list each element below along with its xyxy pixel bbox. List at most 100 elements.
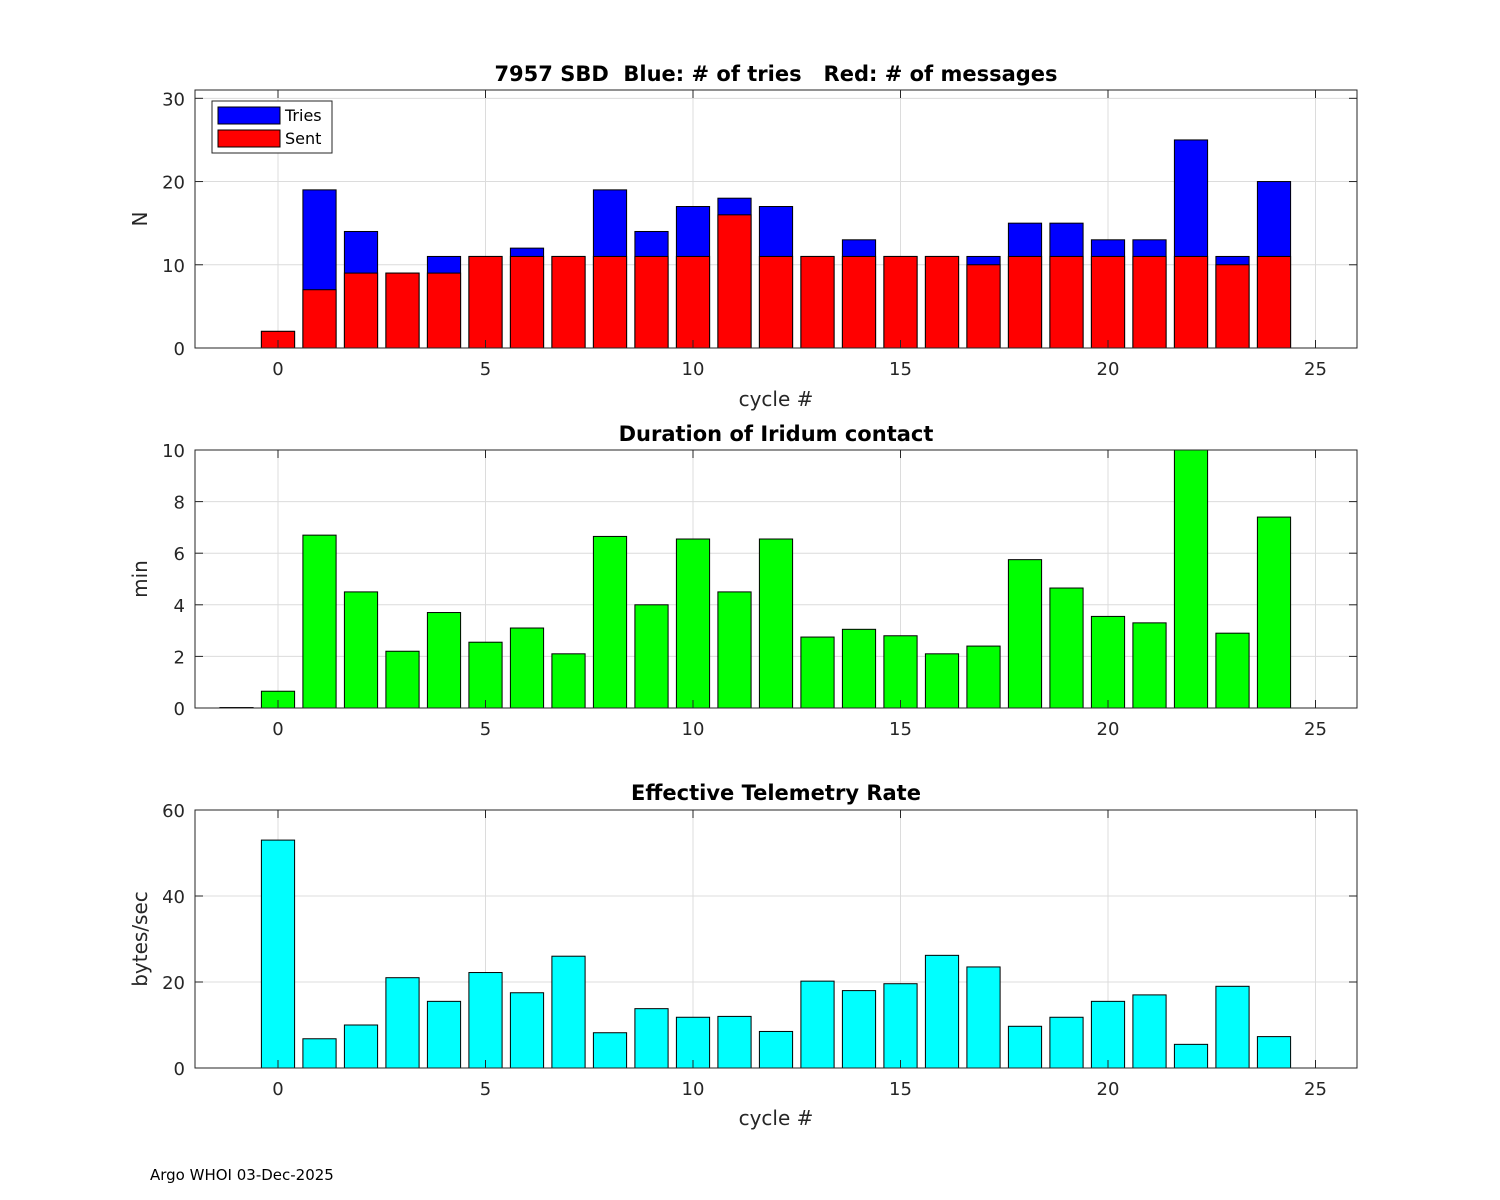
bar-sent-cycle-18: [1007, 255, 1043, 348]
y-tick-label: 2: [174, 647, 185, 668]
x-tick-label: 15: [889, 719, 912, 740]
bar-rate-cycle-11: [717, 1015, 752, 1068]
bar-rate-cycle-9: [634, 1008, 669, 1068]
x-axis-label: cycle #: [739, 1106, 814, 1130]
bar-duration-cycle-14: [841, 628, 877, 708]
bar-sent-cycle-5: [468, 255, 503, 348]
x-tick-label: 15: [889, 359, 912, 380]
legend: Tries Sent: [211, 100, 333, 154]
bar-duration-cycle-5: [468, 641, 503, 708]
bar-sent-cycle-19: [1049, 255, 1084, 348]
y-axis-label: N: [128, 212, 152, 227]
bar-duration-cycle-18: [1007, 559, 1043, 708]
x-tick-label: 20: [1097, 1079, 1120, 1100]
bar-duration-cycle-22: [1173, 450, 1209, 708]
bar-duration-cycle-20: [1090, 615, 1126, 708]
bar-duration-cycle-8: [592, 535, 628, 708]
bar-rate-cycle-12: [758, 1030, 794, 1068]
x-tick-label: 5: [480, 719, 491, 740]
bars: [260, 139, 1292, 348]
y-tick-label: 40: [162, 887, 185, 908]
bar-sent-cycle-9: [634, 255, 669, 348]
bar-sent-cycle-16: [924, 255, 960, 348]
x-tick-label: 0: [272, 1079, 283, 1100]
bar-duration-cycle-13: [800, 636, 835, 708]
axes-box: [194, 89, 1358, 349]
bar-rate-cycle-10: [675, 1016, 711, 1068]
bar-duration-cycle-3: [385, 650, 420, 708]
bar-duration-cycle-9: [634, 604, 669, 708]
bar-rate-cycle-1: [302, 1038, 337, 1068]
bar-duration-cycle-1: [302, 534, 337, 708]
bar-rate-cycle-8: [592, 1032, 628, 1068]
y-tick-label: 0: [174, 699, 185, 720]
legend-label-tries: Tries: [284, 106, 322, 125]
bar-sent-cycle-13: [800, 255, 835, 348]
legend-swatch-tries: [217, 106, 281, 125]
bar-rate-cycle-5: [468, 972, 503, 1068]
y-tick-label: 10: [162, 441, 185, 462]
legend-swatch-sent: [217, 129, 281, 148]
x-tick-label: 25: [1304, 719, 1327, 740]
chart-title: Duration of Iridum contact: [619, 422, 934, 446]
bar-sent-cycle-6: [509, 255, 545, 348]
bar-duration-cycle-11: [717, 591, 752, 708]
x-tick-label: 25: [1304, 359, 1327, 380]
bar-rate-cycle-16: [924, 954, 960, 1068]
bar-duration-cycle-7: [551, 653, 586, 708]
bar-rate-cycle-0: [260, 839, 296, 1068]
bar-rate-cycle-2: [343, 1024, 379, 1068]
bar-duration-cycle-12: [758, 538, 794, 708]
bars: [260, 839, 1292, 1068]
y-axis-label: min: [128, 560, 152, 598]
y-tick-label: 20: [162, 973, 185, 994]
bar-duration-cycle-23: [1215, 632, 1250, 708]
bar-sent-cycle-11: [717, 214, 752, 348]
footer-text: Argo WHOI 03-Dec-2025: [150, 1166, 334, 1184]
bar-sent-cycle-20: [1090, 255, 1126, 348]
bar-sent-cycle-24: [1256, 255, 1292, 348]
bar-rate-cycle-18: [1007, 1025, 1043, 1068]
chart-3: 0 5 10 15 20 25 0 20 40 60 Effective Telemetry Rat…: [128, 781, 1358, 1130]
bar-rate-cycle-17: [966, 966, 1001, 1068]
legend-label-sent: Sent: [285, 129, 321, 148]
bar-sent-cycle-17: [966, 264, 1001, 348]
y-tick-label: 6: [174, 544, 185, 565]
x-tick-label: 0: [272, 719, 283, 740]
chart-title: Effective Telemetry Rate: [631, 781, 921, 805]
y-tick-label: 0: [174, 1059, 185, 1080]
bar-sent-cycle-1: [302, 289, 337, 348]
bar-rate-cycle-21: [1132, 994, 1167, 1068]
bar-rate-cycle-20: [1090, 1000, 1126, 1068]
bar-rate-cycle-3: [385, 977, 420, 1068]
bar-duration-cycle-21: [1132, 622, 1167, 708]
bar-sent-cycle-7: [551, 255, 586, 348]
bar-rate-cycle-6: [509, 992, 545, 1068]
x-tick-label: 10: [682, 719, 705, 740]
bar-rate-cycle-15: [883, 983, 918, 1068]
bar-rate-cycle-23: [1215, 985, 1250, 1068]
y-axis-label: bytes/sec: [128, 891, 152, 987]
x-tick-label: 25: [1304, 1079, 1327, 1100]
bar-duration-cycle-2: [343, 591, 379, 708]
bar-sent-cycle-23: [1215, 264, 1250, 348]
axes-box: [194, 809, 1358, 1069]
y-tick-label: 20: [162, 173, 185, 194]
bar-sent-cycle-2: [343, 272, 379, 348]
y-tick-label: 10: [162, 256, 185, 277]
bar-sent-cycle-22: [1173, 255, 1209, 348]
bar-duration-cycle-6: [509, 627, 545, 708]
x-tick-label: 20: [1097, 719, 1120, 740]
x-axis-label: cycle #: [739, 387, 814, 411]
axes-box: [194, 449, 1358, 709]
bar-sent-cycle-15: [883, 255, 918, 348]
bar-sent-cycle-4: [426, 272, 462, 348]
bar-sent-cycle-14: [841, 255, 877, 348]
y-tick-label: 4: [174, 596, 185, 617]
y-tick-label: 8: [174, 493, 185, 514]
bar-rate-cycle-14: [841, 990, 877, 1068]
bar-sent-cycle-12: [758, 255, 794, 348]
x-tick-label: 20: [1097, 359, 1120, 380]
x-tick-label: 5: [480, 359, 491, 380]
bar-sent-cycle-8: [592, 255, 628, 348]
